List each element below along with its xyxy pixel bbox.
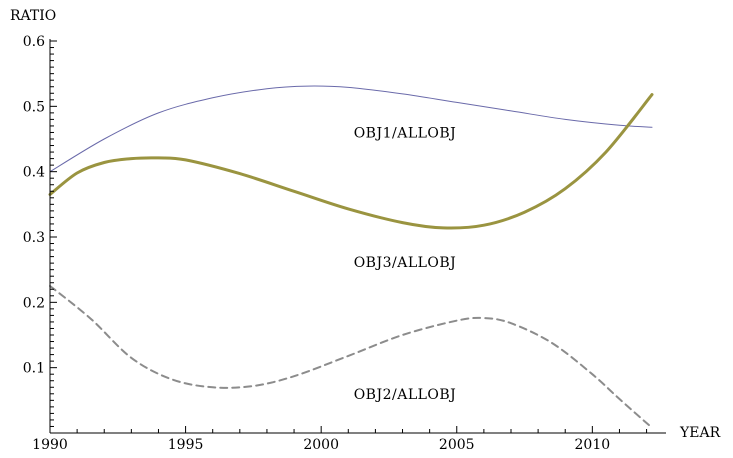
series-line-2 [48,93,654,230]
y-tick-label-0.4: 0.4 [23,165,45,181]
series-line-3 [49,285,653,429]
y-tick-label-0.1: 0.1 [23,361,45,377]
y-tick-label-0.6: 0.6 [23,34,45,50]
y-axis-title: RATIO [10,8,56,24]
annotation-label-2: OBJ3/ALLOBJ [354,255,457,271]
axes-layer [49,39,666,434]
series-line-1 [49,85,653,173]
x-axis-title: YEAR [679,425,721,441]
x-tick-label-2000: 2000 [303,437,339,453]
x-tick-label-2005: 2005 [439,437,475,453]
annotation-label-1: OBJ1/ALLOBJ [354,126,457,142]
x-tick-label-2010: 2010 [575,437,611,453]
y-tick-label-0.3: 0.3 [23,230,45,246]
y-tick-label-0.5: 0.5 [23,99,45,115]
ticks-layer: 1990 1995 2000 2005 2010 0.1 0.2 0.3 0.4 0.5 0.6 [23,34,648,453]
annotation-label-3: OBJ2/ALLOBJ [354,387,457,403]
x-tick-label-1995: 1995 [168,437,204,453]
labels-layer: RATIO YEAR [10,8,721,441]
series-layer [48,85,654,429]
y-tick-label-0.2: 0.2 [23,295,45,311]
x-tick-label-1990: 1990 [32,437,68,453]
annotations-layer: OBJ1/ALLOBJ OBJ3/ALLOBJ OBJ2/ALLOBJ [354,126,457,403]
